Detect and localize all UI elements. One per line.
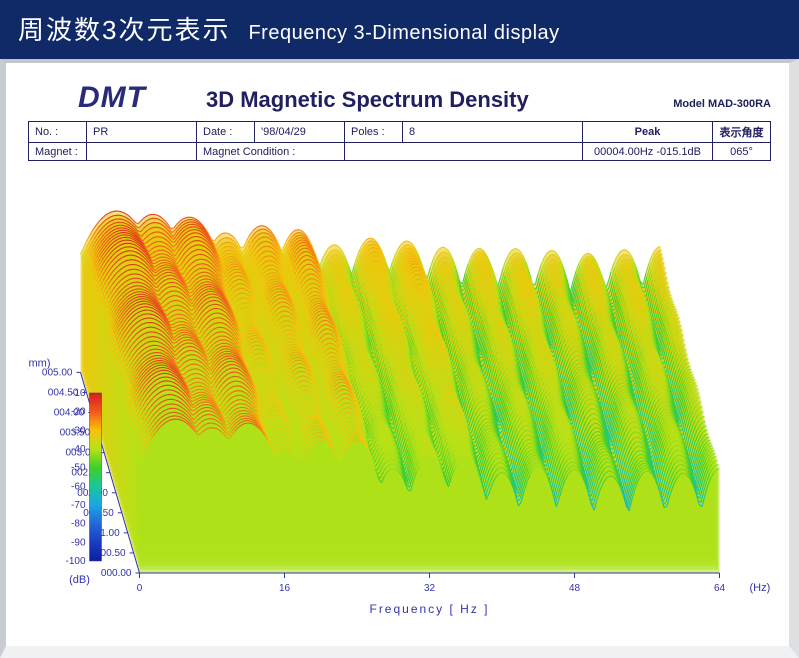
window-frame: DMT 3D Magnetic Spectrum Density Model M… xyxy=(0,59,799,658)
chart-3d: 016324864Frequency [ Hz ](Hz)000.00000.5… xyxy=(28,163,771,633)
content-area: DMT 3D Magnetic Spectrum Density Model M… xyxy=(28,81,771,636)
chart-title: 3D Magnetic Spectrum Density xyxy=(206,87,529,113)
table-row: No. : PR Date : '98/04/29 Poles : 8 Peak… xyxy=(29,122,771,143)
magnet-label: Magnet : xyxy=(29,143,87,161)
date-label: Date : xyxy=(197,122,255,143)
angle-header: 表示角度 xyxy=(713,122,771,143)
title-row: DMT 3D Magnetic Spectrum Density Model M… xyxy=(28,81,771,115)
cond-label: Magnet Condition : xyxy=(197,143,345,161)
angle-value: 065° xyxy=(713,143,771,161)
header-title-en: Frequency 3-Dimensional display xyxy=(248,22,559,45)
cond-value xyxy=(345,143,583,161)
model-label: Model MAD-300RA xyxy=(673,98,771,110)
magnet-value xyxy=(87,143,197,161)
brand-logo: DMT xyxy=(78,81,146,115)
no-value: PR xyxy=(87,122,197,143)
info-table: No. : PR Date : '98/04/29 Poles : 8 Peak… xyxy=(28,121,771,161)
poles-label: Poles : xyxy=(345,122,403,143)
header-title-jp: 周波数3次元表示 xyxy=(18,10,230,47)
poles-value: 8 xyxy=(403,122,583,143)
page-header: 周波数3次元表示 Frequency 3-Dimensional display xyxy=(0,0,799,59)
date-value: '98/04/29 xyxy=(255,122,345,143)
chart-svg: 016324864Frequency [ Hz ](Hz)000.00000.5… xyxy=(28,163,771,633)
peak-header: Peak xyxy=(583,122,713,143)
no-label: No. : xyxy=(29,122,87,143)
peak-value: 00004.00Hz -015.1dB xyxy=(583,143,713,161)
table-row: Magnet : Magnet Condition : 00004.00Hz -… xyxy=(29,143,771,161)
